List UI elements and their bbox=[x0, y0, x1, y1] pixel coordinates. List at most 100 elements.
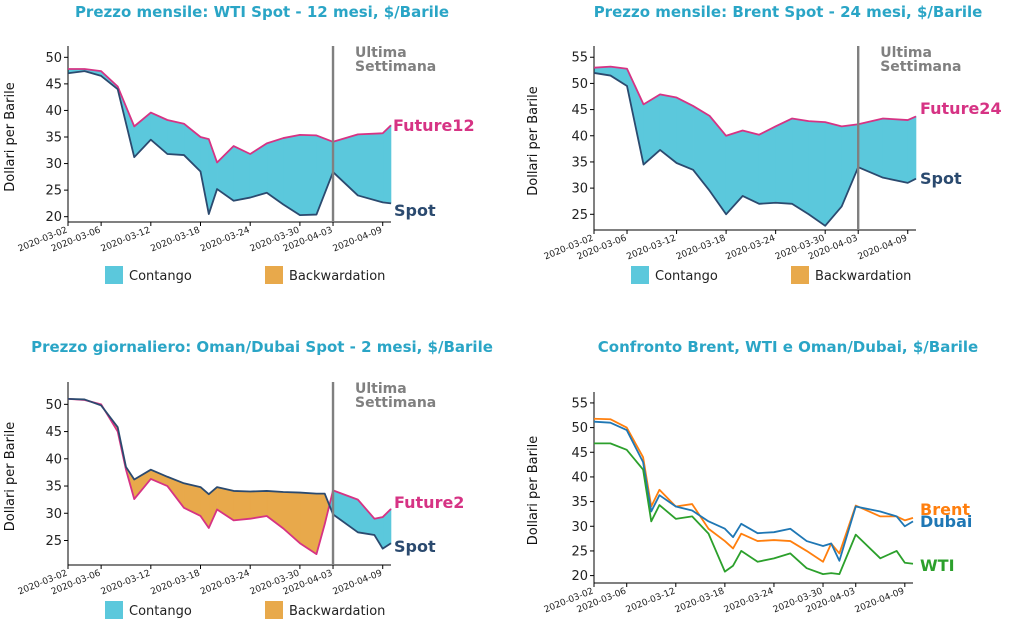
y-tick-label: 45 bbox=[571, 103, 588, 118]
contango-fill-segment bbox=[676, 97, 694, 171]
y-tick-label: 45 bbox=[45, 77, 62, 92]
backwardation-fill-segment bbox=[316, 493, 326, 555]
y-tick-label: 30 bbox=[45, 157, 62, 172]
legend: Contango Backwardation bbox=[631, 266, 911, 284]
series-end-label-future12: Future12 bbox=[393, 116, 475, 135]
series-line-brent bbox=[593, 417, 914, 563]
series-end-label-future24: Future24 bbox=[920, 99, 1002, 118]
series-line-spot bbox=[67, 397, 392, 550]
x-tick-label: 2020-03-12 bbox=[625, 587, 677, 616]
contango-fill-segment bbox=[791, 118, 809, 215]
x-tick-label: 2020-04-09 bbox=[854, 586, 906, 615]
y-tick-label: 55 bbox=[571, 396, 588, 411]
chart-title: Confronto Brent, WTI e Oman/Dubai, $/Bar… bbox=[598, 338, 978, 356]
marker-label-line1: Ultima bbox=[880, 45, 932, 61]
contango-fill-segment bbox=[233, 145, 251, 202]
x-tick-label: 2020-03-12 bbox=[100, 226, 152, 255]
x-tick-label: 2020-03-24 bbox=[199, 568, 251, 597]
contango-fill-segment bbox=[725, 130, 743, 216]
contango-fill-segment bbox=[299, 134, 317, 216]
contango-fill-segment bbox=[882, 118, 909, 184]
legend-label-backwardation: Backwardation bbox=[815, 269, 911, 284]
y-tick-label: 40 bbox=[45, 452, 62, 467]
y-tick-label: 25 bbox=[45, 184, 62, 199]
marker-label-line1: Ultima bbox=[355, 381, 407, 397]
backwardation-fill-segment bbox=[233, 490, 251, 521]
x-tick-label: 2020-03-18 bbox=[674, 586, 726, 615]
y-tick-label: 35 bbox=[571, 155, 588, 170]
y-tick-label: 55 bbox=[571, 51, 588, 66]
x-tick-label: 2020-03-18 bbox=[149, 568, 201, 597]
chart-title: Prezzo mensile: Brent Spot - 24 mesi, $/… bbox=[594, 3, 983, 21]
series-line-spot bbox=[593, 72, 917, 227]
y-tick-label: 30 bbox=[45, 507, 62, 522]
x-tick-label: 2020-03-12 bbox=[625, 234, 677, 263]
legend-swatch-backwardation bbox=[265, 601, 283, 619]
legend-label-backwardation: Backwardation bbox=[289, 269, 385, 284]
series-end-label-wti: WTI bbox=[920, 556, 955, 575]
x-tick-label: 2020-03-18 bbox=[675, 233, 727, 262]
contango-fill-segment bbox=[357, 498, 375, 536]
contango-fill-segment bbox=[283, 134, 301, 216]
legend-swatch-backwardation bbox=[265, 266, 283, 284]
y-tick-label: 30 bbox=[571, 520, 588, 535]
y-axis-label: Dollari per Barile bbox=[526, 436, 541, 545]
legend-swatch-contango bbox=[105, 601, 123, 619]
contango-fill-segment bbox=[709, 115, 727, 216]
marker-label-line1: Ultima bbox=[355, 45, 407, 61]
y-axis-label: Dollari per Barile bbox=[3, 422, 18, 531]
contango-fill-segment bbox=[692, 105, 710, 192]
contango-fill-segment bbox=[316, 134, 334, 215]
y-tick-label: 25 bbox=[571, 544, 588, 559]
series-end-label-spot: Spot bbox=[394, 201, 436, 220]
x-tick-label: 2020-03-24 bbox=[199, 225, 251, 254]
x-tick-label: 2020-04-09 bbox=[857, 233, 909, 262]
y-tick-label: 35 bbox=[571, 495, 588, 510]
legend-swatch-backwardation bbox=[791, 266, 809, 284]
x-tick-label: 2020-03-12 bbox=[100, 569, 152, 598]
y-tick-label: 35 bbox=[45, 480, 62, 495]
chart-panel-2: Prezzo mensile: Brent Spot - 24 mesi, $/… bbox=[526, 3, 1002, 284]
series-line-spot bbox=[67, 70, 392, 216]
chart-panel-1: Prezzo mensile: WTI Spot - 12 mesi, $/Ba… bbox=[3, 3, 475, 284]
marker-label-line2: Settimana bbox=[355, 395, 436, 411]
legend-label-backwardation: Backwardation bbox=[289, 604, 385, 619]
x-tick-label: 2020-04-09 bbox=[332, 568, 384, 597]
x-tick-label: 2020-03-18 bbox=[149, 225, 201, 254]
contango-fill-segment bbox=[643, 93, 661, 166]
legend: Contango Backwardation bbox=[105, 266, 385, 284]
legend-label-contango: Contango bbox=[129, 604, 192, 619]
contango-fill-segment bbox=[374, 516, 384, 550]
legend-swatch-contango bbox=[105, 266, 123, 284]
y-tick-label: 25 bbox=[45, 534, 62, 549]
contango-fill-segment bbox=[742, 130, 760, 205]
legend-label-contango: Contango bbox=[129, 269, 192, 284]
series-line-future24 bbox=[593, 65, 917, 137]
contango-fill-segment bbox=[332, 133, 359, 197]
legend-swatch-contango bbox=[631, 266, 649, 284]
contango-fill-segment bbox=[382, 124, 392, 204]
y-tick-label: 45 bbox=[45, 425, 62, 440]
series-line-wti bbox=[594, 442, 914, 576]
y-tick-label: 40 bbox=[571, 470, 588, 485]
y-tick-label: 45 bbox=[571, 446, 588, 461]
y-tick-label: 30 bbox=[571, 182, 588, 197]
y-tick-label: 40 bbox=[45, 104, 62, 119]
chart-title: Prezzo mensile: WTI Spot - 12 mesi, $/Ba… bbox=[75, 3, 449, 21]
y-tick-label: 50 bbox=[571, 421, 588, 436]
series-line-dubai bbox=[593, 420, 914, 562]
y-tick-label: 35 bbox=[45, 131, 62, 146]
y-tick-label: 50 bbox=[45, 51, 62, 66]
contango-fill-segment bbox=[775, 118, 793, 205]
marker-label-line2: Settimana bbox=[355, 59, 436, 75]
series-end-label-dubai: Dubai bbox=[920, 512, 972, 531]
contango-fill-segment bbox=[167, 119, 185, 156]
contango-fill-segment bbox=[841, 123, 859, 207]
series-end-label-spot: Spot bbox=[394, 537, 436, 556]
y-tick-label: 50 bbox=[45, 398, 62, 413]
backwardation-fill-segment bbox=[249, 490, 268, 520]
y-tick-label: 25 bbox=[571, 208, 588, 223]
x-tick-label: 2020-04-09 bbox=[332, 225, 384, 254]
